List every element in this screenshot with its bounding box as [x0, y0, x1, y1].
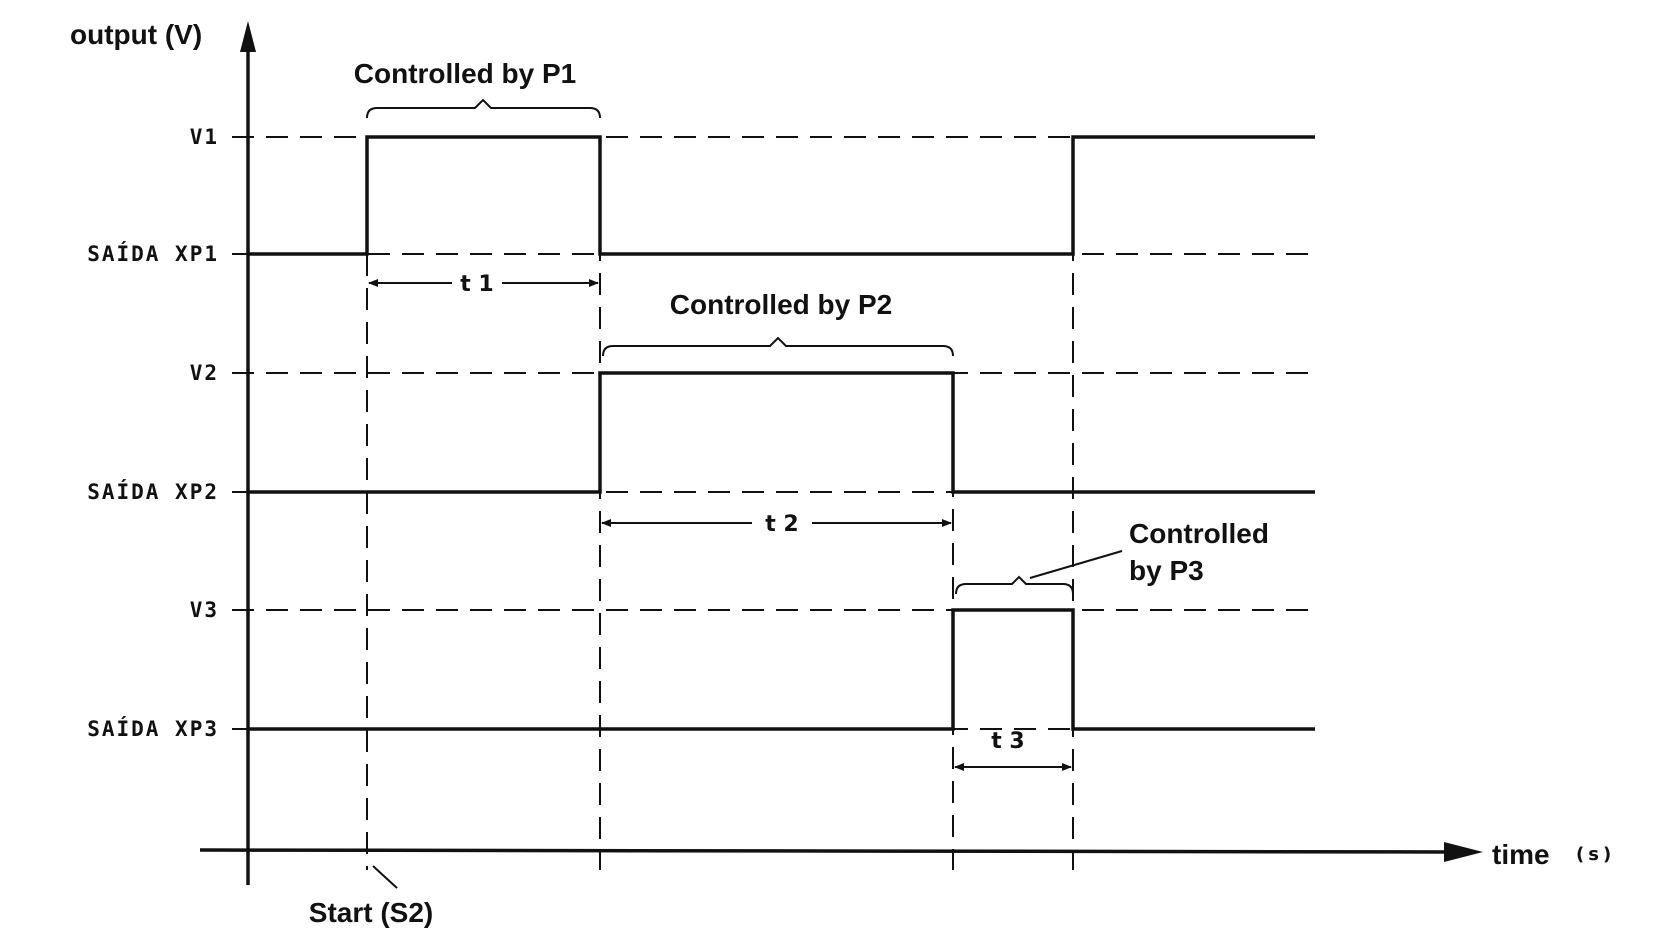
level-label: V1: [190, 125, 219, 149]
braces: Controlled by P1 Controlled by P2 Contro…: [354, 58, 1269, 595]
start-leader: [372, 865, 398, 889]
control-label: Controlled by P1: [354, 58, 576, 89]
control-label: by P3: [1129, 555, 1204, 586]
x-axis: [199, 848, 1451, 854]
x-arrow: [1444, 842, 1483, 862]
interval-label: t 2: [765, 512, 798, 537]
interval-label: t 1: [460, 272, 493, 297]
y-arrow: [240, 21, 256, 52]
x-axis-label: time: [1492, 839, 1550, 870]
leader-line: [1029, 550, 1123, 579]
signal-xp1: [248, 135, 1315, 256]
control-label: Controlled: [1129, 518, 1269, 549]
control-label: Controlled by P2: [670, 289, 892, 320]
level-label: V3: [190, 598, 219, 622]
level-label: V2: [190, 361, 219, 385]
level-guides: [232, 136, 1315, 730]
brace: [366, 98, 601, 119]
signals: [248, 135, 1315, 731]
axes: output (V) time (s): [70, 19, 1615, 885]
guides: [232, 136, 1315, 870]
brace: [955, 575, 1074, 595]
brace: [602, 336, 954, 357]
level-labels: V1 SAÍDA XP1 V2 SAÍDA XP2 V3 SAÍDA XP3: [87, 125, 219, 741]
signal-xp2: [248, 371, 1315, 494]
x-axis-unit: (s): [1576, 844, 1615, 865]
interval-label: t 3: [991, 729, 1024, 754]
y-axis-label: output (V): [70, 19, 202, 50]
time-guides: [366, 137, 1074, 870]
level-label: SAÍDA XP3: [87, 716, 219, 741]
level-label: SAÍDA XP2: [87, 479, 219, 504]
start-label: Start (S2): [309, 897, 433, 928]
intervals: t 1 t 2 t 3: [368, 272, 1072, 771]
level-label: SAÍDA XP1: [87, 241, 219, 266]
signal-xp3: [248, 608, 1315, 731]
